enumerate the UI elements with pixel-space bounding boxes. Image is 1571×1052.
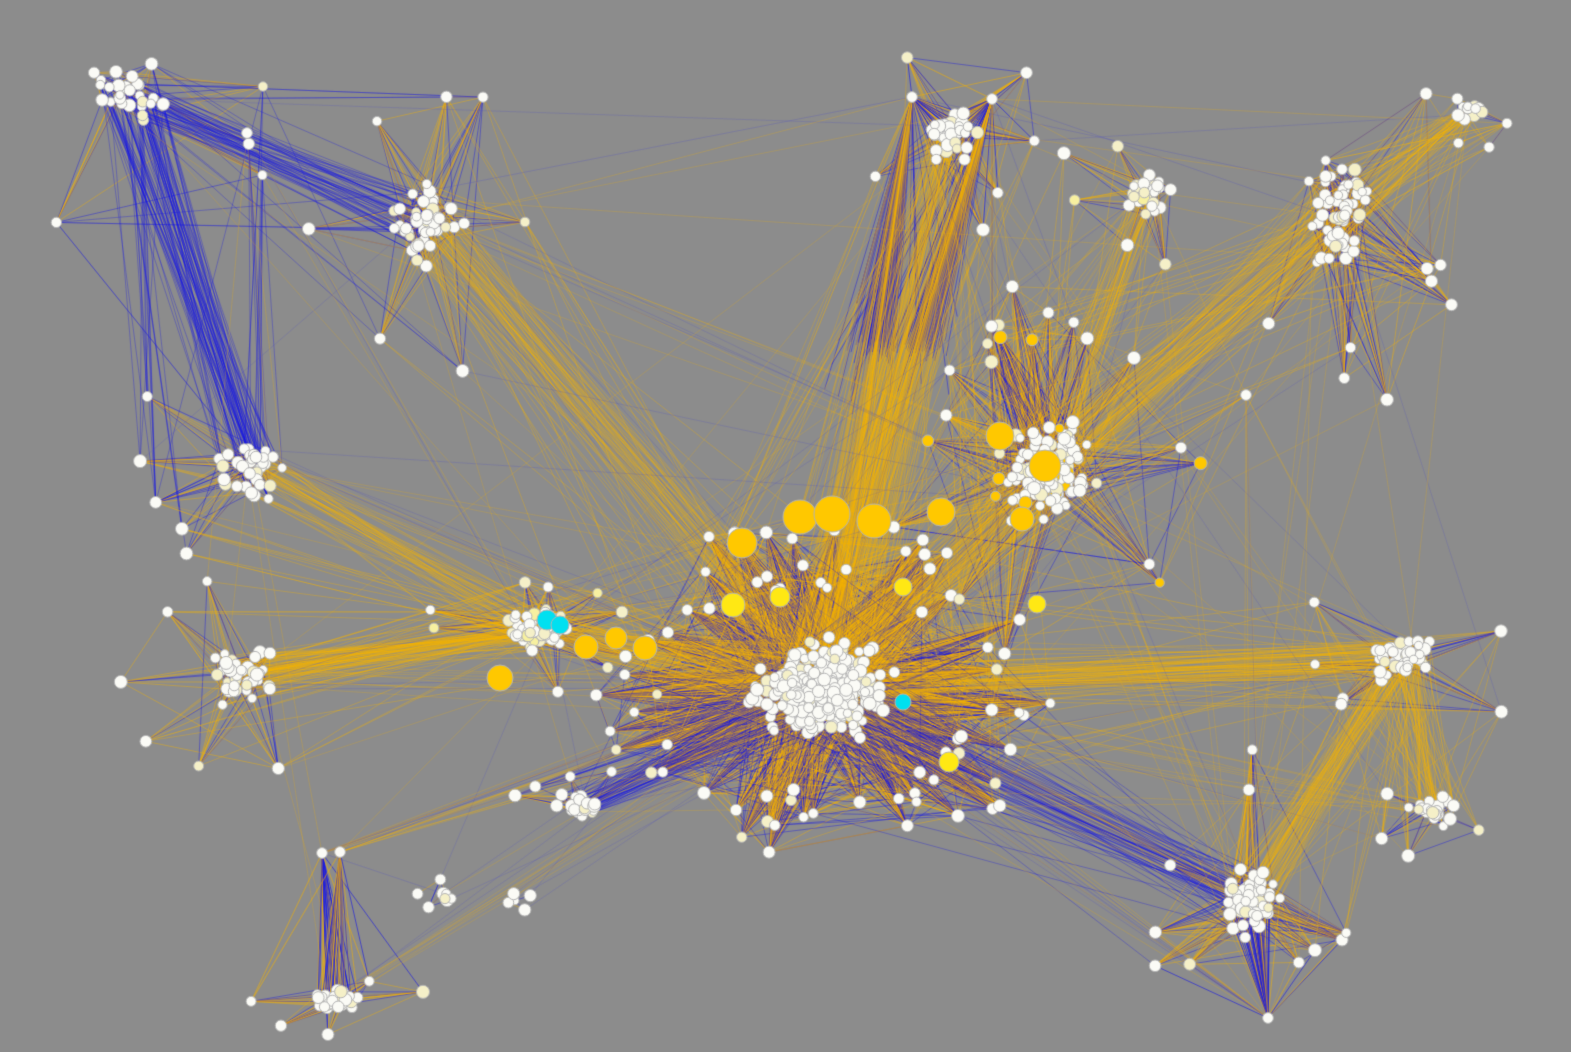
network-graph-canvas[interactable] [0,0,1571,1052]
graph-viewport[interactable]: Force-directed network graph [0,0,1571,1052]
